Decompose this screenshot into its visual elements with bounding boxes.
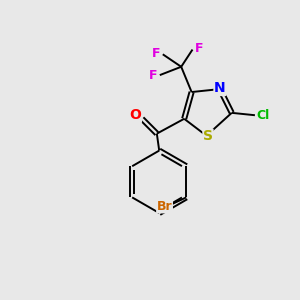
Text: F: F [195,42,203,56]
Text: N: N [214,82,226,95]
Text: Cl: Cl [256,109,270,122]
Text: F: F [149,69,158,82]
Text: F: F [152,47,160,60]
Text: O: O [130,108,141,122]
Text: S: S [203,129,213,143]
Text: Br: Br [157,200,172,213]
